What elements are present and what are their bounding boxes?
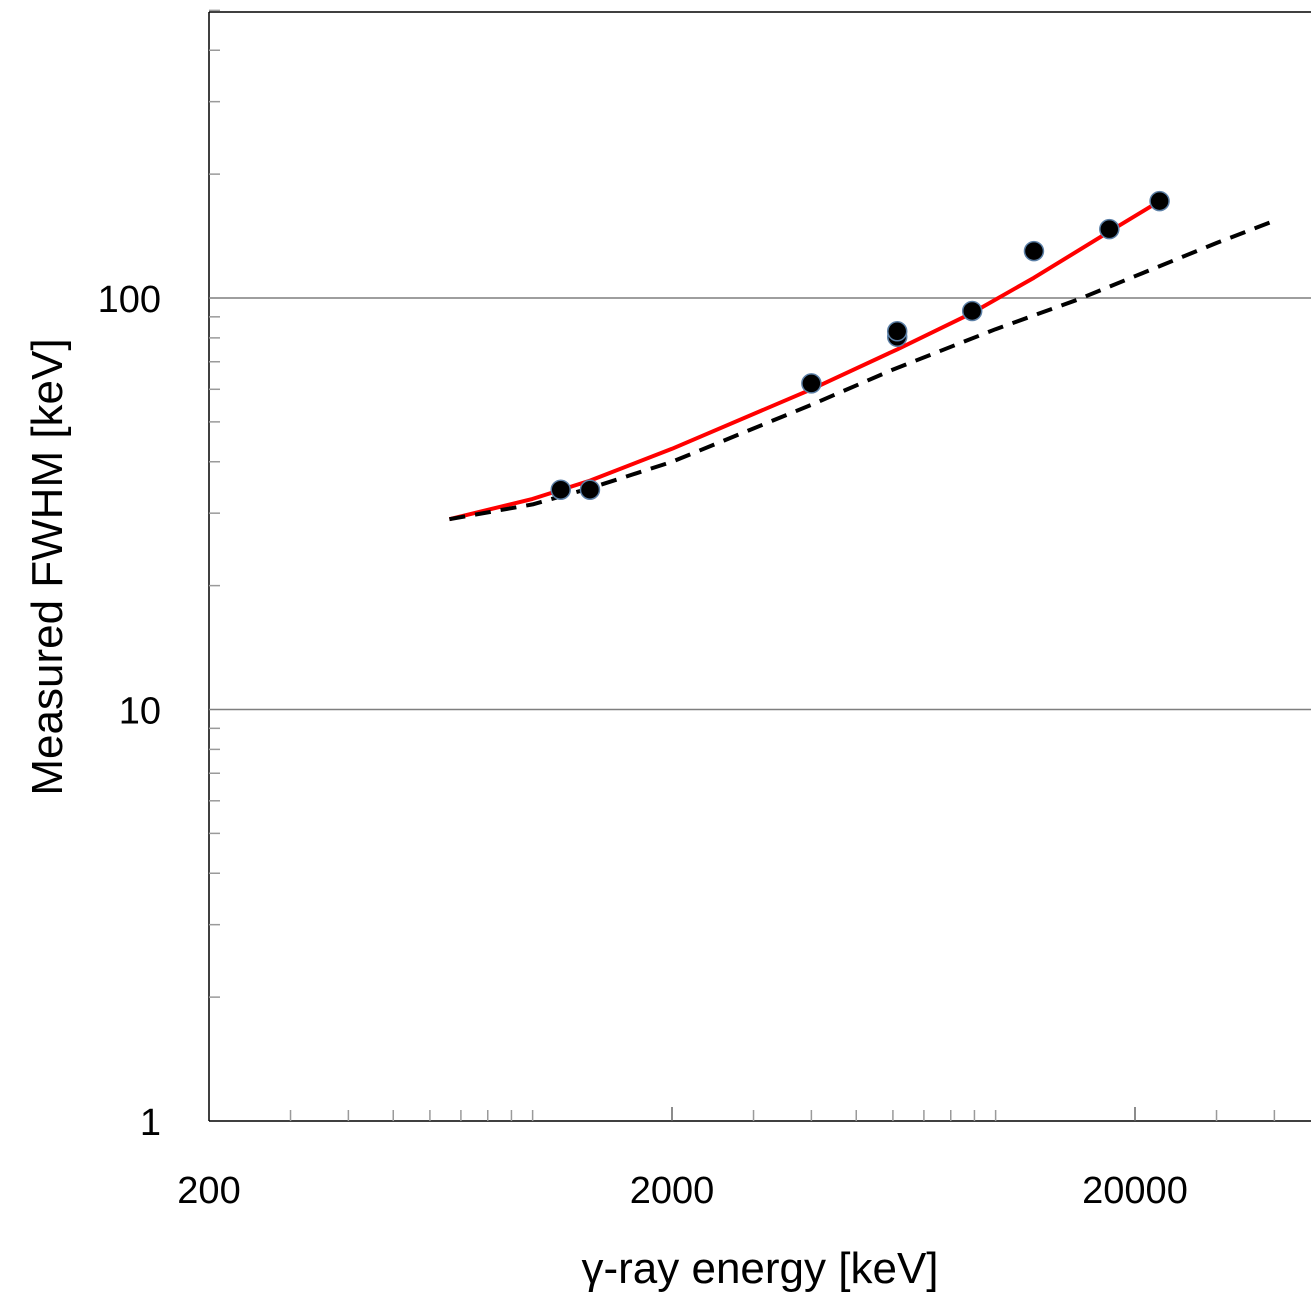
- y-tick-label: 1: [140, 1102, 161, 1144]
- y-tick-label: 100: [98, 279, 161, 321]
- y-axis-title: Measured FWHM [keV]: [23, 338, 72, 795]
- series-layer: [448, 190, 1276, 522]
- x-tick-label: 2000: [630, 1170, 715, 1212]
- red-fit-curve: [448, 199, 1161, 522]
- data-point: [1149, 190, 1170, 212]
- data-point: [801, 373, 822, 394]
- x-tick-label: 200: [177, 1170, 240, 1212]
- data-point: [886, 321, 908, 342]
- x-tick-labels: 200 2000 20000: [177, 1170, 1188, 1212]
- data-point: [550, 479, 571, 500]
- dashed-curve: [449, 218, 1276, 522]
- x-axis-title: γ-ray energy [keV]: [581, 1244, 938, 1293]
- data-point: [961, 300, 983, 322]
- x-tick-label: 20000: [1082, 1170, 1188, 1212]
- y-tick-label: 10: [119, 691, 161, 733]
- y-tick-labels: 1 10 100: [98, 279, 161, 1144]
- data-point: [1099, 218, 1120, 240]
- plot-frame: [208, 11, 1311, 1122]
- gridlines: [209, 297, 1311, 711]
- data-point: [1023, 240, 1045, 262]
- data-point: [579, 479, 601, 500]
- minor-ticks: [209, 9, 1276, 1121]
